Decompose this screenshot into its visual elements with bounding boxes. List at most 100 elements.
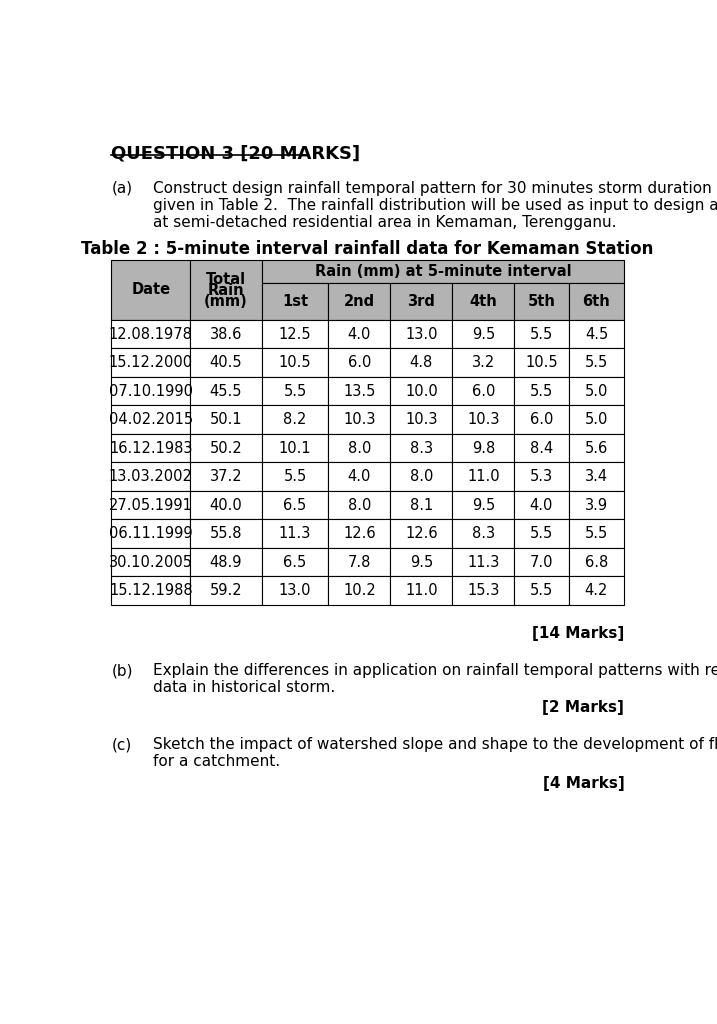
- Text: 11.0: 11.0: [467, 469, 500, 484]
- Bar: [111, 577, 191, 605]
- Text: 5.5: 5.5: [530, 327, 553, 342]
- Text: [2 Marks]: [2 Marks]: [543, 700, 625, 716]
- Bar: [514, 519, 569, 548]
- Text: 10.5: 10.5: [525, 355, 558, 371]
- Text: 6.0: 6.0: [472, 384, 495, 398]
- Bar: [452, 348, 514, 377]
- Bar: [111, 434, 191, 463]
- Text: 40.0: 40.0: [209, 498, 242, 513]
- Text: 15.12.1988: 15.12.1988: [109, 583, 193, 598]
- Text: Explain the differences in application on rainfall temporal patterns with real r: Explain the differences in application o…: [153, 664, 717, 679]
- Text: 5.0: 5.0: [585, 384, 608, 398]
- Text: 6.0: 6.0: [530, 413, 553, 427]
- Text: 8.0: 8.0: [348, 440, 371, 456]
- Bar: [569, 319, 625, 348]
- Text: 3.9: 3.9: [585, 498, 608, 513]
- Bar: [191, 519, 262, 548]
- Bar: [390, 406, 452, 434]
- Text: Sketch the impact of watershed slope and shape to the development of flow hydrog: Sketch the impact of watershed slope and…: [153, 737, 717, 753]
- Bar: [390, 283, 452, 319]
- Bar: [569, 519, 625, 548]
- Text: 50.1: 50.1: [209, 413, 242, 427]
- Text: 6.8: 6.8: [585, 555, 608, 569]
- Bar: [328, 490, 390, 519]
- Text: 10.0: 10.0: [405, 384, 437, 398]
- Text: 10.5: 10.5: [279, 355, 311, 371]
- Bar: [262, 519, 328, 548]
- Text: 07.10.1990: 07.10.1990: [109, 384, 193, 398]
- Bar: [514, 434, 569, 463]
- Text: 4.0: 4.0: [348, 327, 371, 342]
- Text: 11.3: 11.3: [279, 526, 311, 541]
- Text: [14 Marks]: [14 Marks]: [532, 627, 625, 641]
- Bar: [328, 283, 390, 319]
- Text: given in Table 2.  The rainfall distribution will be used as input to design a m: given in Table 2. The rainfall distribut…: [153, 198, 717, 213]
- Bar: [111, 319, 191, 348]
- Text: 3.4: 3.4: [585, 469, 608, 484]
- Text: 04.02.2015: 04.02.2015: [109, 413, 193, 427]
- Bar: [569, 577, 625, 605]
- Text: Construct design rainfall temporal pattern for 30 minutes storm duration based o: Construct design rainfall temporal patte…: [153, 180, 717, 196]
- Bar: [452, 283, 514, 319]
- Text: 12.5: 12.5: [279, 327, 311, 342]
- Text: (c): (c): [111, 737, 132, 753]
- Text: 2nd: 2nd: [343, 294, 375, 309]
- Bar: [328, 406, 390, 434]
- Bar: [191, 577, 262, 605]
- Bar: [262, 260, 625, 283]
- Text: 5th: 5th: [528, 294, 556, 309]
- Text: Rain: Rain: [208, 284, 244, 298]
- Bar: [328, 548, 390, 577]
- Bar: [328, 377, 390, 406]
- Text: 12.08.1978: 12.08.1978: [109, 327, 193, 342]
- Bar: [569, 348, 625, 377]
- Text: 7.0: 7.0: [530, 555, 554, 569]
- Bar: [328, 463, 390, 490]
- Text: data in historical storm.: data in historical storm.: [153, 680, 336, 695]
- Text: 10.2: 10.2: [343, 583, 376, 598]
- Text: (b): (b): [111, 664, 133, 679]
- Bar: [452, 490, 514, 519]
- Bar: [262, 463, 328, 490]
- Bar: [191, 490, 262, 519]
- Text: 9.5: 9.5: [472, 327, 495, 342]
- Text: 13.03.2002: 13.03.2002: [109, 469, 193, 484]
- Text: 06.11.1999: 06.11.1999: [109, 526, 193, 541]
- Bar: [569, 283, 625, 319]
- Text: 6.5: 6.5: [283, 555, 307, 569]
- Bar: [514, 490, 569, 519]
- Text: 1st: 1st: [282, 294, 308, 309]
- Bar: [514, 319, 569, 348]
- Bar: [569, 377, 625, 406]
- Text: 5.0: 5.0: [585, 413, 608, 427]
- Bar: [514, 577, 569, 605]
- Text: 12.6: 12.6: [405, 526, 437, 541]
- Text: 8.3: 8.3: [409, 440, 433, 456]
- Text: 10.3: 10.3: [343, 413, 376, 427]
- Bar: [569, 548, 625, 577]
- Bar: [262, 434, 328, 463]
- Bar: [191, 406, 262, 434]
- Text: 38.6: 38.6: [210, 327, 242, 342]
- Bar: [111, 406, 191, 434]
- Bar: [514, 406, 569, 434]
- Text: 5.5: 5.5: [530, 583, 553, 598]
- Bar: [569, 406, 625, 434]
- Text: 27.05.1991: 27.05.1991: [109, 498, 193, 513]
- Text: 11.0: 11.0: [405, 583, 437, 598]
- Bar: [191, 463, 262, 490]
- Text: 9.5: 9.5: [472, 498, 495, 513]
- Text: 10.3: 10.3: [467, 413, 500, 427]
- Text: 4.0: 4.0: [530, 498, 553, 513]
- Text: 6th: 6th: [583, 294, 610, 309]
- Bar: [514, 283, 569, 319]
- Bar: [390, 490, 452, 519]
- Text: 37.2: 37.2: [209, 469, 242, 484]
- Bar: [328, 434, 390, 463]
- Bar: [262, 490, 328, 519]
- Bar: [191, 348, 262, 377]
- Text: 4.8: 4.8: [409, 355, 433, 371]
- Bar: [390, 319, 452, 348]
- Text: 4.0: 4.0: [348, 469, 371, 484]
- Text: 6.5: 6.5: [283, 498, 307, 513]
